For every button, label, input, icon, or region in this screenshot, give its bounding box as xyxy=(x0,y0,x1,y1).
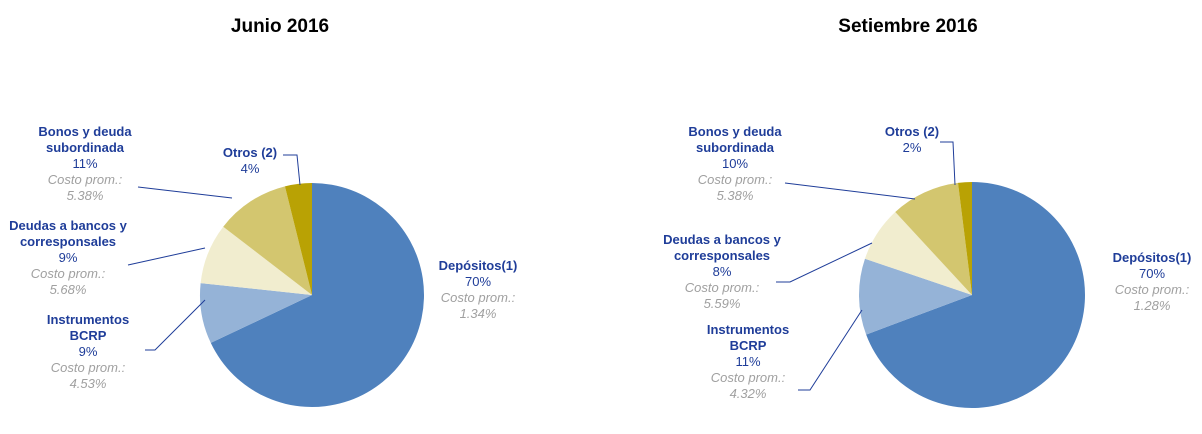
leader-line xyxy=(145,299,206,351)
slice-percent: 9% xyxy=(78,344,98,359)
chart-title: Setiembre 2016 xyxy=(838,16,978,37)
leader-line xyxy=(940,141,956,186)
slice-percent: 10% xyxy=(721,156,749,171)
cost-value: 5.59% xyxy=(703,296,741,311)
slice-name: Depósitos(1) xyxy=(1112,250,1192,265)
pie-slice xyxy=(859,258,972,335)
cost-value: 1.34% xyxy=(459,306,497,321)
slice-name: Depósitos(1) xyxy=(438,258,518,273)
leader-line xyxy=(283,154,301,186)
slice-label: Otros (2) 2% xyxy=(867,124,957,156)
slice-label: Instrumentos BCRP 9% Costo prom.: 4.53% xyxy=(33,312,143,392)
cost-value: 5.38% xyxy=(66,188,104,203)
slice-percent: 9% xyxy=(58,250,78,265)
slice-name: Deudas a bancos y corresponsales xyxy=(663,232,781,263)
slice-percent: 8% xyxy=(712,264,732,279)
slice-label: Depósitos(1) 70% Costo prom.: 1.28% xyxy=(1102,250,1202,314)
slice-percent: 2% xyxy=(902,140,922,155)
slice-label: Bonos y deuda subordinada 11% Costo prom.:… xyxy=(23,124,148,204)
cost-caption: Costo prom.: xyxy=(50,360,126,375)
pie-slice xyxy=(223,186,312,295)
slice-name: Bonos y deuda subordinada xyxy=(688,124,782,155)
pie-slice xyxy=(895,182,972,295)
slice-percent: 11% xyxy=(72,156,98,171)
chart-title: Junio 2016 xyxy=(230,16,330,37)
pie-slice xyxy=(200,226,312,295)
leader-line xyxy=(798,309,863,391)
slice-percent: 4% xyxy=(240,161,260,176)
slice-label: Otros (2) 4% xyxy=(200,145,300,177)
slice-percent: 11% xyxy=(735,354,761,369)
cost-caption: Costo prom.: xyxy=(1114,282,1190,297)
slice-label: Depósitos(1) 70% Costo prom.: 1.34% xyxy=(423,258,533,322)
slice-name: Otros (2) xyxy=(222,145,278,160)
pie-slice xyxy=(957,182,972,295)
slice-name: Otros (2) xyxy=(884,124,940,139)
slice-name: Deudas a bancos y corresponsales xyxy=(9,218,127,249)
cost-caption: Costo prom.: xyxy=(47,172,123,187)
cost-caption: Costo prom.: xyxy=(697,172,773,187)
leader-line xyxy=(776,242,873,283)
pie-slice xyxy=(210,183,424,407)
slice-percent: 70% xyxy=(464,274,492,289)
leader-line xyxy=(127,247,206,266)
cost-caption: Costo prom.: xyxy=(440,290,516,305)
slice-label: Deudas a bancos y corresponsales 9% Costo … xyxy=(6,218,131,298)
slice-name: Instrumentos BCRP xyxy=(46,312,130,343)
leader-line xyxy=(137,186,233,199)
slice-label: Instrumentos BCRP 11% Costo prom.: 4.32% xyxy=(693,322,803,402)
slice-percent: 70% xyxy=(1138,266,1166,281)
slice-name: Bonos y deuda subordinada xyxy=(38,124,132,155)
cost-caption: Costo prom.: xyxy=(710,370,786,385)
slice-label: Bonos y deuda subordinada 10% Costo prom.:… xyxy=(673,124,798,204)
pie-slice xyxy=(284,183,312,295)
cost-value: 5.38% xyxy=(716,188,754,203)
pie-slice xyxy=(866,182,1085,408)
slice-label: Deudas a bancos y corresponsales 8% Costo … xyxy=(660,232,785,312)
cost-value: 1.28% xyxy=(1133,298,1171,313)
pie-slice xyxy=(864,212,972,295)
pie-slice xyxy=(200,283,312,343)
cost-caption: Costo prom.: xyxy=(30,266,106,281)
cost-value: 5.68% xyxy=(49,282,87,297)
cost-caption: Costo prom.: xyxy=(684,280,760,295)
slice-name: Instrumentos BCRP xyxy=(706,322,790,353)
cost-value: 4.32% xyxy=(729,386,767,401)
cost-value: 4.53% xyxy=(69,376,107,391)
leader-line xyxy=(784,182,916,200)
